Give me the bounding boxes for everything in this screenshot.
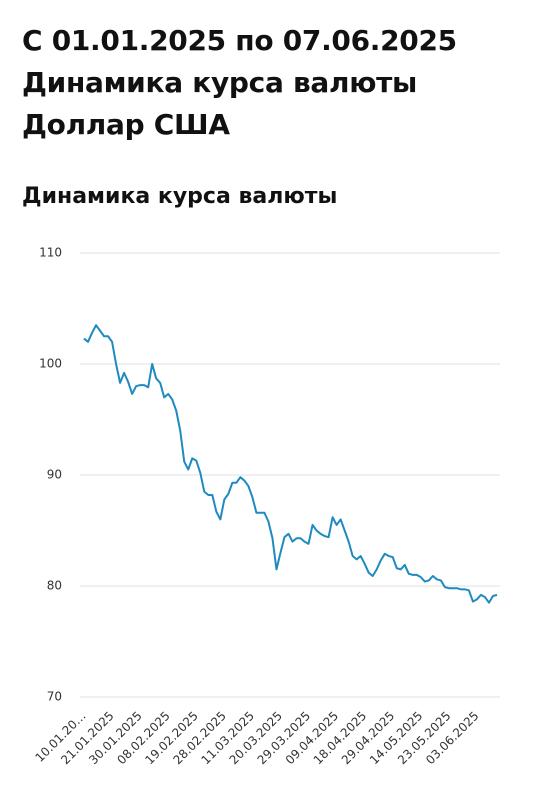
y-tick-label: 110: [39, 246, 62, 260]
period: С 01.01.2025 по 07.06.2025: [22, 24, 457, 57]
header: С 01.01.2025 по 07.06.2025 Динамика курс…: [22, 20, 457, 146]
y-tick-label: 100: [39, 357, 62, 371]
y-tick-label: 90: [47, 468, 62, 482]
y-tick-label: 80: [47, 579, 62, 593]
y-tick-label: 70: [47, 690, 62, 704]
chart-title: Динамика курса валюты: [22, 184, 338, 209]
currency: Доллар США: [22, 108, 230, 141]
line: [83, 324, 498, 604]
page-title: Динамика курса валюты: [22, 66, 418, 99]
